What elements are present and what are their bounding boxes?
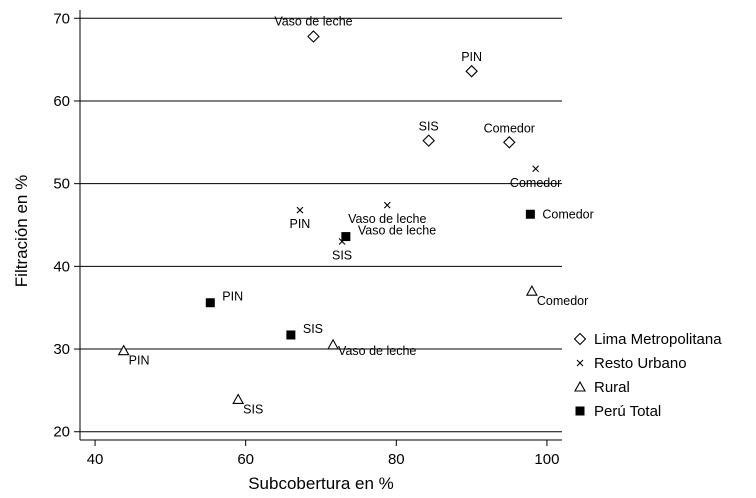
point-label-rural-vaso-de-leche: Vaso de leche xyxy=(338,344,416,358)
legend-marker-rural xyxy=(574,380,586,392)
y-tick-label-30: 30 xyxy=(53,341,70,358)
legend-label-peru-total: Perú Total xyxy=(594,403,661,420)
point-resto-urbano-comedor xyxy=(532,165,540,173)
point-resto-urbano-vaso-de-leche xyxy=(383,201,391,209)
x-axis-title: Subcobertura en % xyxy=(248,474,394,493)
point-peru-total-vaso-de-leche xyxy=(341,232,351,242)
legend-marker-peru-total xyxy=(575,406,585,416)
point-label-lima-metropolitana-vaso-de-leche: Vaso de leche xyxy=(274,14,352,28)
point-label-resto-urbano-pin: PIN xyxy=(289,217,310,231)
point-rural-sis xyxy=(232,393,245,405)
legend-marker-lima-metropolitana xyxy=(573,332,587,346)
gridlines xyxy=(80,17,562,433)
legend: Lima Metropolitana Resto Urbano Rural Perú … xyxy=(573,331,722,420)
point-peru-total-sis xyxy=(286,330,296,340)
point-label-peru-total-comedor: Comedor xyxy=(542,207,593,221)
point-label-rural-sis: SIS xyxy=(243,402,263,416)
point-rural-vaso-de-leche xyxy=(327,338,339,350)
point-rural-pin xyxy=(117,344,130,356)
point-label-lima-metropolitana-sis: SIS xyxy=(419,120,439,134)
legend-marker-resto-urbano xyxy=(576,359,584,367)
point-lima-metropolitana-sis xyxy=(422,134,435,147)
x-tick-label-60: 60 xyxy=(237,451,254,468)
y-tick-label-70: 70 xyxy=(53,10,70,27)
y-tick-label-50: 50 xyxy=(53,176,70,193)
x-tick-label-100: 100 xyxy=(534,451,559,468)
point-labels: Vaso de leche PIN SIS Comedor Comedor PIN Vaso… xyxy=(129,14,594,416)
point-label-rural-pin: PIN xyxy=(129,354,150,368)
point-lima-metropolitana-vaso-de-leche xyxy=(307,30,320,43)
data-points xyxy=(117,30,540,405)
point-label-peru-total-vaso-de-leche: Vaso de leche xyxy=(358,224,436,238)
point-rural-comedor xyxy=(525,285,538,296)
y-tick-label-40: 40 xyxy=(53,258,70,275)
legend-label-rural: Rural xyxy=(594,379,630,396)
point-peru-total-comedor xyxy=(525,209,535,219)
point-resto-urbano-pin xyxy=(296,206,304,214)
y-tick-label-20: 20 xyxy=(53,424,70,441)
point-peru-total-pin xyxy=(205,298,215,308)
axes: 20 30 40 50 60 70 40 60 80 100 xyxy=(53,10,562,468)
point-label-resto-urbano-sis: SIS xyxy=(332,249,352,263)
y-axis-title: Filtración en % xyxy=(12,175,31,287)
legend-label-resto-urbano: Resto Urbano xyxy=(594,355,687,372)
legend-label-lima-metropolitana: Lima Metropolitana xyxy=(594,331,722,348)
point-label-peru-total-sis: SIS xyxy=(303,322,323,336)
y-tick-label-60: 60 xyxy=(53,93,70,110)
point-lima-metropolitana-comedor xyxy=(503,136,516,149)
point-label-peru-total-pin: PIN xyxy=(222,290,243,304)
point-label-lima-metropolitana-pin: PIN xyxy=(461,50,482,64)
point-lima-metropolitana-pin xyxy=(465,64,478,78)
point-label-resto-urbano-comedor: Comedor xyxy=(510,176,561,190)
x-tick-label-80: 80 xyxy=(388,451,405,468)
point-label-rural-comedor: Comedor xyxy=(537,294,588,308)
x-tick-label-40: 40 xyxy=(87,451,104,468)
point-label-lima-metropolitana-comedor: Comedor xyxy=(484,121,535,135)
point-label-resto-urbano-vaso-de-leche: Vaso de leche xyxy=(348,212,426,226)
